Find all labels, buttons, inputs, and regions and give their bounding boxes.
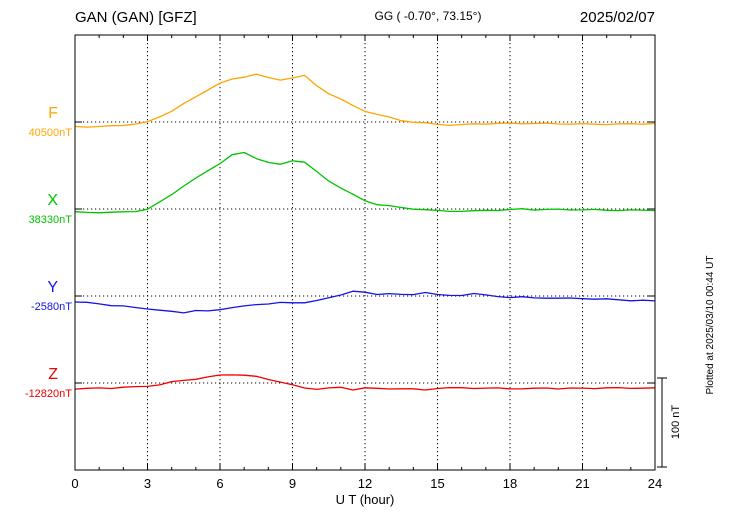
x-tick-label: 21 [575, 476, 589, 491]
x-tick-label: 3 [144, 476, 151, 491]
coordinates-label: GG ( -0.70°, 73.15°) [375, 9, 482, 23]
series-label-Y: Y [47, 279, 58, 296]
traces [74, 73, 656, 391]
series-label-Z: Z [48, 366, 58, 383]
date-label: 2025/02/07 [580, 9, 655, 26]
baseline-value-Z: -12820nT [25, 388, 72, 400]
trace-F [74, 73, 656, 128]
trace-X [74, 151, 656, 214]
trace-Z [74, 374, 656, 391]
series-label-X: X [47, 192, 58, 209]
x-tick-label: 15 [430, 476, 444, 491]
scale-bar: 100 nT [657, 377, 682, 468]
station-title: GAN (GAN) [GFZ] [75, 9, 197, 26]
plotted-at-note: Plotted at 2025/03/10 00:44 UT [705, 256, 716, 395]
x-tick-label: 24 [648, 476, 662, 491]
x-tick-label: 6 [216, 476, 223, 491]
x-tick-label: 0 [71, 476, 78, 491]
x-tick-label: 18 [503, 476, 517, 491]
x-axis: 0 3 6 9 12 15 18 21 24 [71, 35, 662, 491]
x-tick-label: 12 [358, 476, 372, 491]
x-axis-title: U T (hour) [336, 492, 395, 507]
scale-bar-label: 100 nT [670, 405, 682, 440]
plot-frame [74, 34, 656, 471]
baseline-value-F: 40500nT [29, 127, 73, 139]
baseline-value-Y: -2580nT [31, 301, 72, 313]
baseline-value-X: 38330nT [29, 214, 73, 226]
series-label-F: F [48, 105, 58, 122]
x-tick-label: 9 [289, 476, 296, 491]
gridlines [75, 35, 655, 470]
trace-Y [74, 290, 656, 314]
